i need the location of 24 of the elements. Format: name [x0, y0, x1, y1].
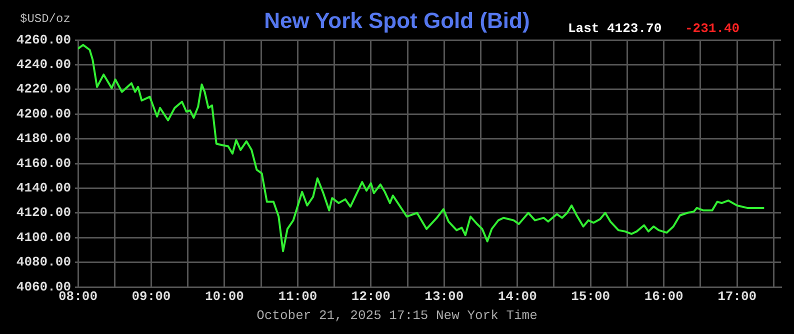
- x-tick-label: 12:00: [351, 289, 391, 304]
- text: -231.40: [685, 21, 740, 36]
- y-tick-label: 4120.00: [16, 205, 72, 220]
- y-tick-label: 4260.00: [16, 32, 72, 48]
- y-tick-label: 4160.00: [16, 156, 72, 171]
- chart-title: New York Spot Gold (Bid): [264, 8, 530, 33]
- y-tick-label: 4100.00: [16, 230, 72, 245]
- y-axis-title: $USD/oz: [20, 12, 70, 26]
- x-tick-label: 16:00: [644, 289, 684, 304]
- x-tick-label: 09:00: [132, 289, 171, 304]
- y-tick-label: 4220.00: [16, 82, 72, 97]
- x-tick-label: 13:00: [424, 289, 464, 304]
- y-tick-label: 4200.00: [16, 106, 72, 122]
- y-tick-label: 4080.00: [16, 254, 72, 270]
- x-tick-label: 11:00: [278, 289, 318, 304]
- x-tick-label: 10:00: [204, 289, 244, 304]
- y-tick-label: 4140.00: [16, 180, 72, 196]
- y-tick-label: 4180.00: [16, 131, 72, 146]
- x-tick-label: 17:00: [718, 289, 757, 304]
- y-tick-label: 4240.00: [16, 56, 72, 72]
- x-tick-label: 15:00: [571, 289, 610, 304]
- x-tick-label: 14:00: [498, 289, 538, 304]
- text: Last 4123.70: [568, 21, 662, 36]
- text: October 21, 2025 17:15 New York Time: [256, 308, 538, 323]
